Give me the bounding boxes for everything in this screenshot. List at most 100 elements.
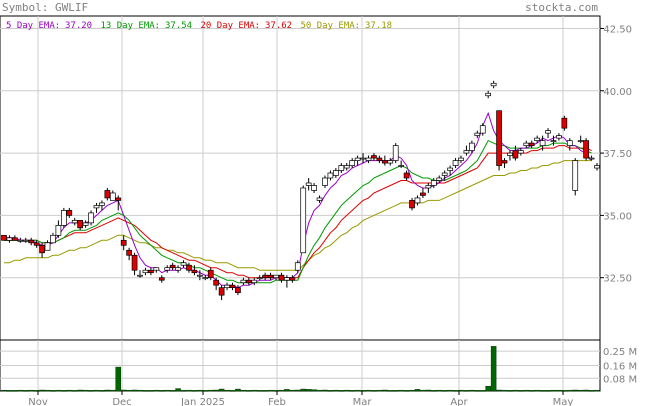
candle	[262, 272, 268, 281]
candle-body	[420, 192, 426, 196]
candle	[294, 260, 301, 273]
volume-bar	[12, 390, 18, 392]
candle	[153, 267, 160, 273]
candle-body	[22, 239, 29, 242]
volume-bar	[110, 389, 116, 392]
volume-bar	[148, 390, 154, 392]
volume-bar	[376, 389, 383, 392]
candle	[82, 220, 89, 228]
candle	[474, 130, 481, 139]
volume-bar	[398, 389, 404, 392]
volume-bar	[191, 390, 198, 392]
candle-body	[256, 277, 263, 280]
candle	[71, 217, 78, 226]
candle	[577, 135, 584, 144]
candle-body	[452, 160, 459, 166]
volume-bar	[180, 390, 187, 392]
candle	[507, 150, 513, 161]
candle	[550, 135, 557, 146]
candle-body	[120, 239, 127, 246]
candle	[39, 242, 45, 258]
candle	[33, 240, 40, 248]
price-tick-label: 42.50	[603, 24, 632, 35]
candle-body	[469, 142, 475, 151]
volume-bar	[436, 389, 442, 392]
candle-body	[1, 234, 7, 241]
candle	[50, 232, 56, 244]
volume-bar	[66, 389, 73, 392]
candle	[235, 285, 241, 296]
candle-body	[180, 262, 187, 266]
volume-bar	[99, 390, 105, 392]
candle	[28, 237, 35, 246]
candle	[60, 207, 67, 228]
volume-bar	[485, 385, 491, 392]
x-tick-label: Mar	[353, 397, 373, 406]
candle-body	[479, 125, 486, 134]
ema13-line	[4, 139, 592, 284]
volume-bar	[577, 389, 584, 392]
volume-bar	[463, 390, 470, 392]
candle	[349, 158, 356, 169]
candle-body	[191, 269, 198, 274]
candle-body	[338, 165, 345, 171]
candle	[420, 187, 426, 198]
volume-bar	[474, 390, 481, 392]
candle-body	[392, 145, 399, 161]
volume-bar	[360, 390, 366, 392]
volume-bar	[284, 389, 290, 392]
candle	[126, 247, 132, 261]
volume-bar	[447, 389, 453, 392]
candle-body	[28, 239, 35, 244]
candle	[485, 90, 492, 99]
candle-body	[12, 237, 18, 241]
volume-bar	[338, 390, 345, 392]
candle-body	[539, 140, 546, 146]
candle	[245, 277, 252, 286]
candle	[528, 140, 535, 149]
candle-body	[534, 137, 541, 141]
volume-bar	[1, 389, 7, 392]
candle	[300, 185, 307, 254]
price-frame	[0, 15, 601, 341]
volume-bar	[262, 390, 268, 392]
candle-body	[278, 274, 285, 281]
candle	[425, 182, 432, 193]
volume-bar	[333, 389, 339, 392]
candle-body	[371, 155, 377, 159]
candle	[458, 155, 464, 164]
candle-body	[507, 152, 513, 156]
candle	[164, 265, 171, 273]
candle-body	[311, 185, 317, 191]
volume-bar	[594, 389, 600, 392]
candle-body	[197, 274, 203, 277]
candle-body	[218, 287, 225, 296]
candle-body	[349, 160, 356, 166]
volume-bar	[175, 388, 181, 392]
candle-body	[572, 160, 579, 191]
volume-bar	[131, 389, 138, 392]
candle-body	[333, 170, 339, 176]
legend-value: 37.18	[365, 21, 392, 31]
volume-bar	[469, 389, 475, 392]
candle-body	[294, 262, 301, 271]
volume-bar	[382, 389, 388, 392]
volume-bar	[267, 389, 274, 392]
candle-body	[77, 220, 84, 229]
candle	[338, 163, 345, 174]
candle	[469, 140, 475, 154]
candle	[333, 168, 339, 178]
candle	[403, 170, 410, 181]
volume-bar	[311, 389, 317, 392]
candle	[311, 182, 317, 193]
candle-body	[33, 242, 40, 246]
candle	[556, 133, 562, 141]
candle-body	[322, 177, 328, 186]
volume-bar	[343, 389, 350, 392]
ema-legend: 5 Day EMA: 37.20 13 Day EMA: 37.54 20 Day EM…	[6, 21, 392, 31]
candle	[441, 170, 448, 181]
candle	[267, 272, 274, 281]
candle	[207, 267, 214, 281]
candle-body	[501, 160, 508, 164]
volume-bar	[50, 390, 56, 392]
